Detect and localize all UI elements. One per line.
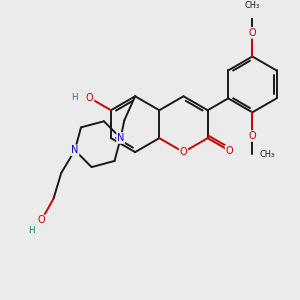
Text: CH₃: CH₃	[245, 2, 260, 10]
Text: O: O	[38, 215, 45, 225]
Text: O: O	[249, 131, 256, 141]
Text: N: N	[117, 133, 124, 143]
Text: O: O	[86, 93, 94, 103]
Text: H: H	[28, 226, 35, 235]
Text: H: H	[71, 94, 78, 103]
Text: O: O	[249, 28, 256, 38]
Text: N: N	[71, 145, 79, 155]
Text: O: O	[180, 147, 187, 157]
Text: O: O	[226, 146, 233, 156]
Text: CH₃: CH₃	[260, 150, 274, 159]
